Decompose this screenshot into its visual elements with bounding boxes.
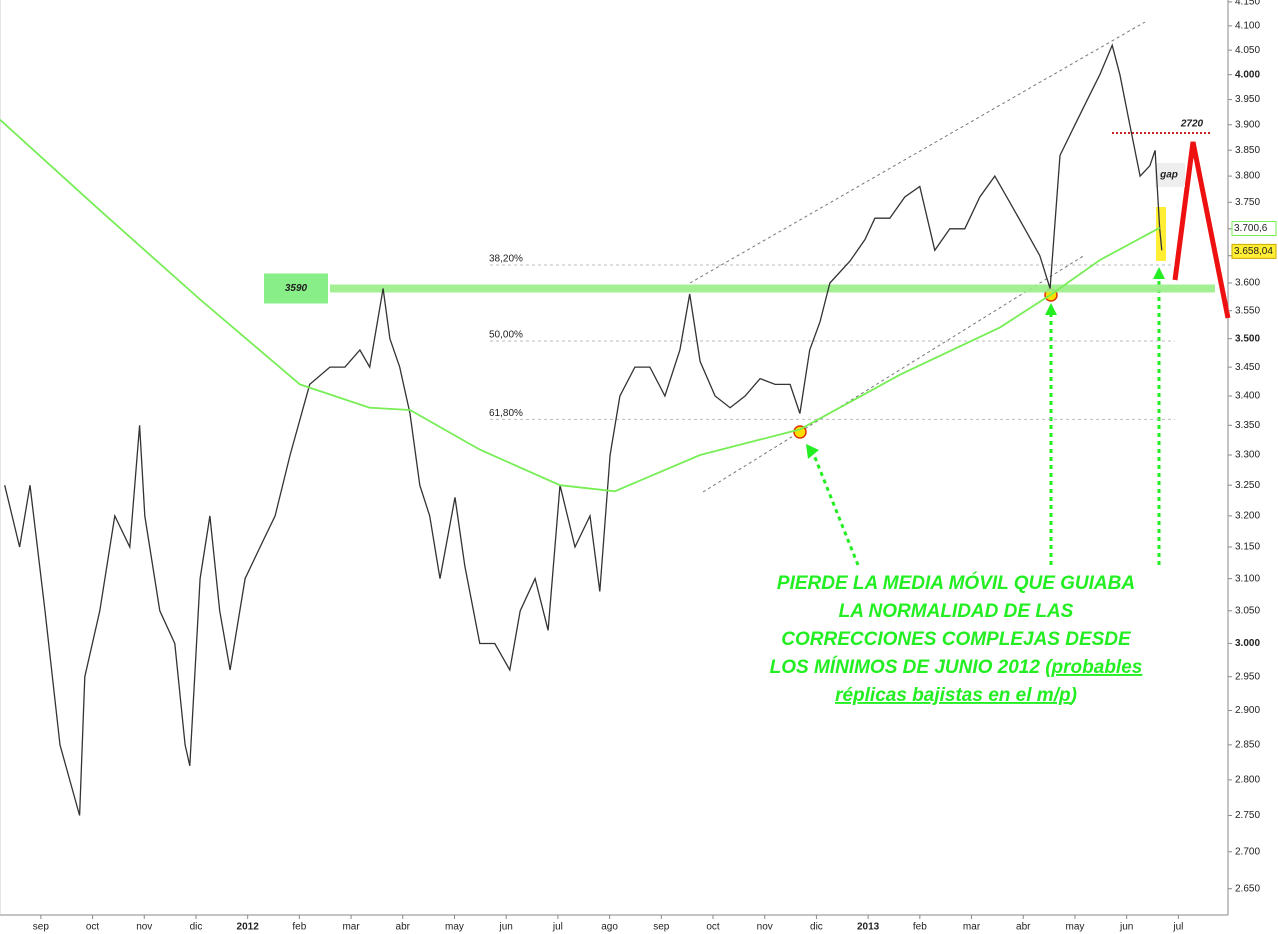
y-tick-label: 3.100 xyxy=(1235,573,1260,584)
channel-lower xyxy=(702,254,1086,493)
y-tick-label: 2.750 xyxy=(1235,810,1260,821)
x-tick-label: feb xyxy=(292,922,306,933)
fib-label: 50,00% xyxy=(489,330,523,341)
comment-segment: LOS MÍNIMOS DE JUNIO 2012 ( xyxy=(770,656,1055,678)
y-tick-label: 2.950 xyxy=(1235,671,1260,682)
x-tick-label: 2012 xyxy=(237,922,260,933)
comment-segment: PIERDE LA MEDIA MÓVIL QUE GUIABA xyxy=(777,572,1135,594)
x-tick-label: nov xyxy=(757,922,773,933)
x-tick-label: jul xyxy=(552,922,563,933)
y-tick-label: 3.000 xyxy=(1235,638,1260,649)
last-value-label: 3.658,04 xyxy=(1234,246,1273,257)
x-tick-label: may xyxy=(445,922,464,933)
x-tick-label: abr xyxy=(396,922,411,933)
comment-segment: ) xyxy=(1069,685,1077,706)
last-value-box xyxy=(1231,221,1277,237)
gap-label: gap xyxy=(1159,170,1178,181)
y-tick-label: 2.800 xyxy=(1235,774,1260,785)
comment-line: PIERDE LA MEDIA MÓVIL QUE GUIABA xyxy=(777,572,1135,594)
comment-line: LA NORMALIDAD DE LAS xyxy=(839,601,1074,622)
x-tick-label: jun xyxy=(499,922,513,933)
arrow-head xyxy=(1153,267,1165,279)
y-tick-label: 3.900 xyxy=(1235,119,1260,130)
x-tick-label: jul xyxy=(1172,922,1183,933)
y-tick-label: 4.000 xyxy=(1235,69,1260,80)
y-tick-label: 4.150 xyxy=(1235,0,1260,8)
y-tick-label: 3.350 xyxy=(1235,420,1260,431)
support-label-box xyxy=(264,273,328,304)
y-tick-label: 3.050 xyxy=(1235,605,1260,616)
y-tick-label: 3.850 xyxy=(1235,145,1260,156)
y-tick-label: 4.050 xyxy=(1235,45,1260,56)
y-tick-label: 3.300 xyxy=(1235,450,1260,461)
last-value-label: 3.700,6 xyxy=(1234,223,1268,234)
projection-arrow xyxy=(1172,141,1231,319)
series-line xyxy=(4,43,1163,816)
x-tick-label: feb xyxy=(913,922,927,933)
y-tick-label: 3.200 xyxy=(1235,510,1260,521)
y-tick-label: 3.750 xyxy=(1235,197,1260,208)
comment-segment: LA NORMALIDAD DE LAS xyxy=(839,601,1074,622)
y-tick-label: 3.950 xyxy=(1235,94,1260,105)
x-tick-label: dic xyxy=(190,922,203,933)
y-tick-label: 2.650 xyxy=(1235,883,1260,894)
y-tick-label: 3.400 xyxy=(1235,391,1260,402)
resistance-label: 2720 xyxy=(1180,119,1204,130)
x-tick-label: mar xyxy=(963,922,981,933)
x-tick-label: abr xyxy=(1016,922,1031,933)
comment-segment: CORRECCIONES COMPLEJAS DESDE xyxy=(781,629,1132,650)
comment-line: CORRECCIONES COMPLEJAS DESDE xyxy=(781,629,1132,650)
support-label: 3590 xyxy=(285,283,308,294)
x-tick-label: oct xyxy=(86,922,100,933)
touch-point xyxy=(793,425,807,439)
x-tick-label: sep xyxy=(33,922,50,933)
x-tick-label: ago xyxy=(601,922,618,933)
y-tick-label: 3.150 xyxy=(1235,542,1260,553)
y-tick-label: 3.550 xyxy=(1235,305,1260,316)
y-tick-label: 4.100 xyxy=(1235,21,1260,32)
comment-segment: réplicas bajistas en el m/p xyxy=(835,685,1071,706)
y-tick-label: 3.800 xyxy=(1235,171,1260,182)
x-tick-label: dic xyxy=(810,922,823,933)
y-tick-label: 2.850 xyxy=(1235,740,1260,751)
y-tick-label: 3.250 xyxy=(1235,480,1260,491)
x-tick-label: jun xyxy=(1119,922,1133,933)
x-tick-label: nov xyxy=(136,922,152,933)
arrow-heads xyxy=(806,267,1165,459)
x-tick-label: may xyxy=(1065,922,1084,933)
y-tick-label: 2.700 xyxy=(1235,846,1260,857)
fib-label: 61,80% xyxy=(489,408,523,419)
comment-segment: probables xyxy=(1051,657,1143,678)
x-tick-label: sep xyxy=(653,922,670,933)
comment-line: réplicas bajistas en el m/p) xyxy=(835,685,1077,706)
comment-line: LOS MÍNIMOS DE JUNIO 2012 (probables xyxy=(770,656,1143,678)
x-tick-label: mar xyxy=(342,922,360,933)
gap-highlight xyxy=(1156,207,1166,261)
y-tick-label: 3.600 xyxy=(1235,278,1260,289)
y-tick-label: 3.500 xyxy=(1235,333,1260,344)
x-tick-label: 2013 xyxy=(857,922,880,933)
y-tick-label: 3.450 xyxy=(1235,362,1260,373)
support-band xyxy=(330,284,1215,293)
series-line xyxy=(0,119,1161,493)
arrows xyxy=(810,275,1161,566)
fib-label: 38,20% xyxy=(489,254,523,265)
last-value-box xyxy=(1231,243,1277,259)
arrow-head xyxy=(1045,303,1057,315)
gap-box xyxy=(1155,163,1185,187)
arrow-head xyxy=(806,444,819,459)
y-tick-label: 2.900 xyxy=(1235,705,1260,716)
x-tick-label: oct xyxy=(706,922,720,933)
